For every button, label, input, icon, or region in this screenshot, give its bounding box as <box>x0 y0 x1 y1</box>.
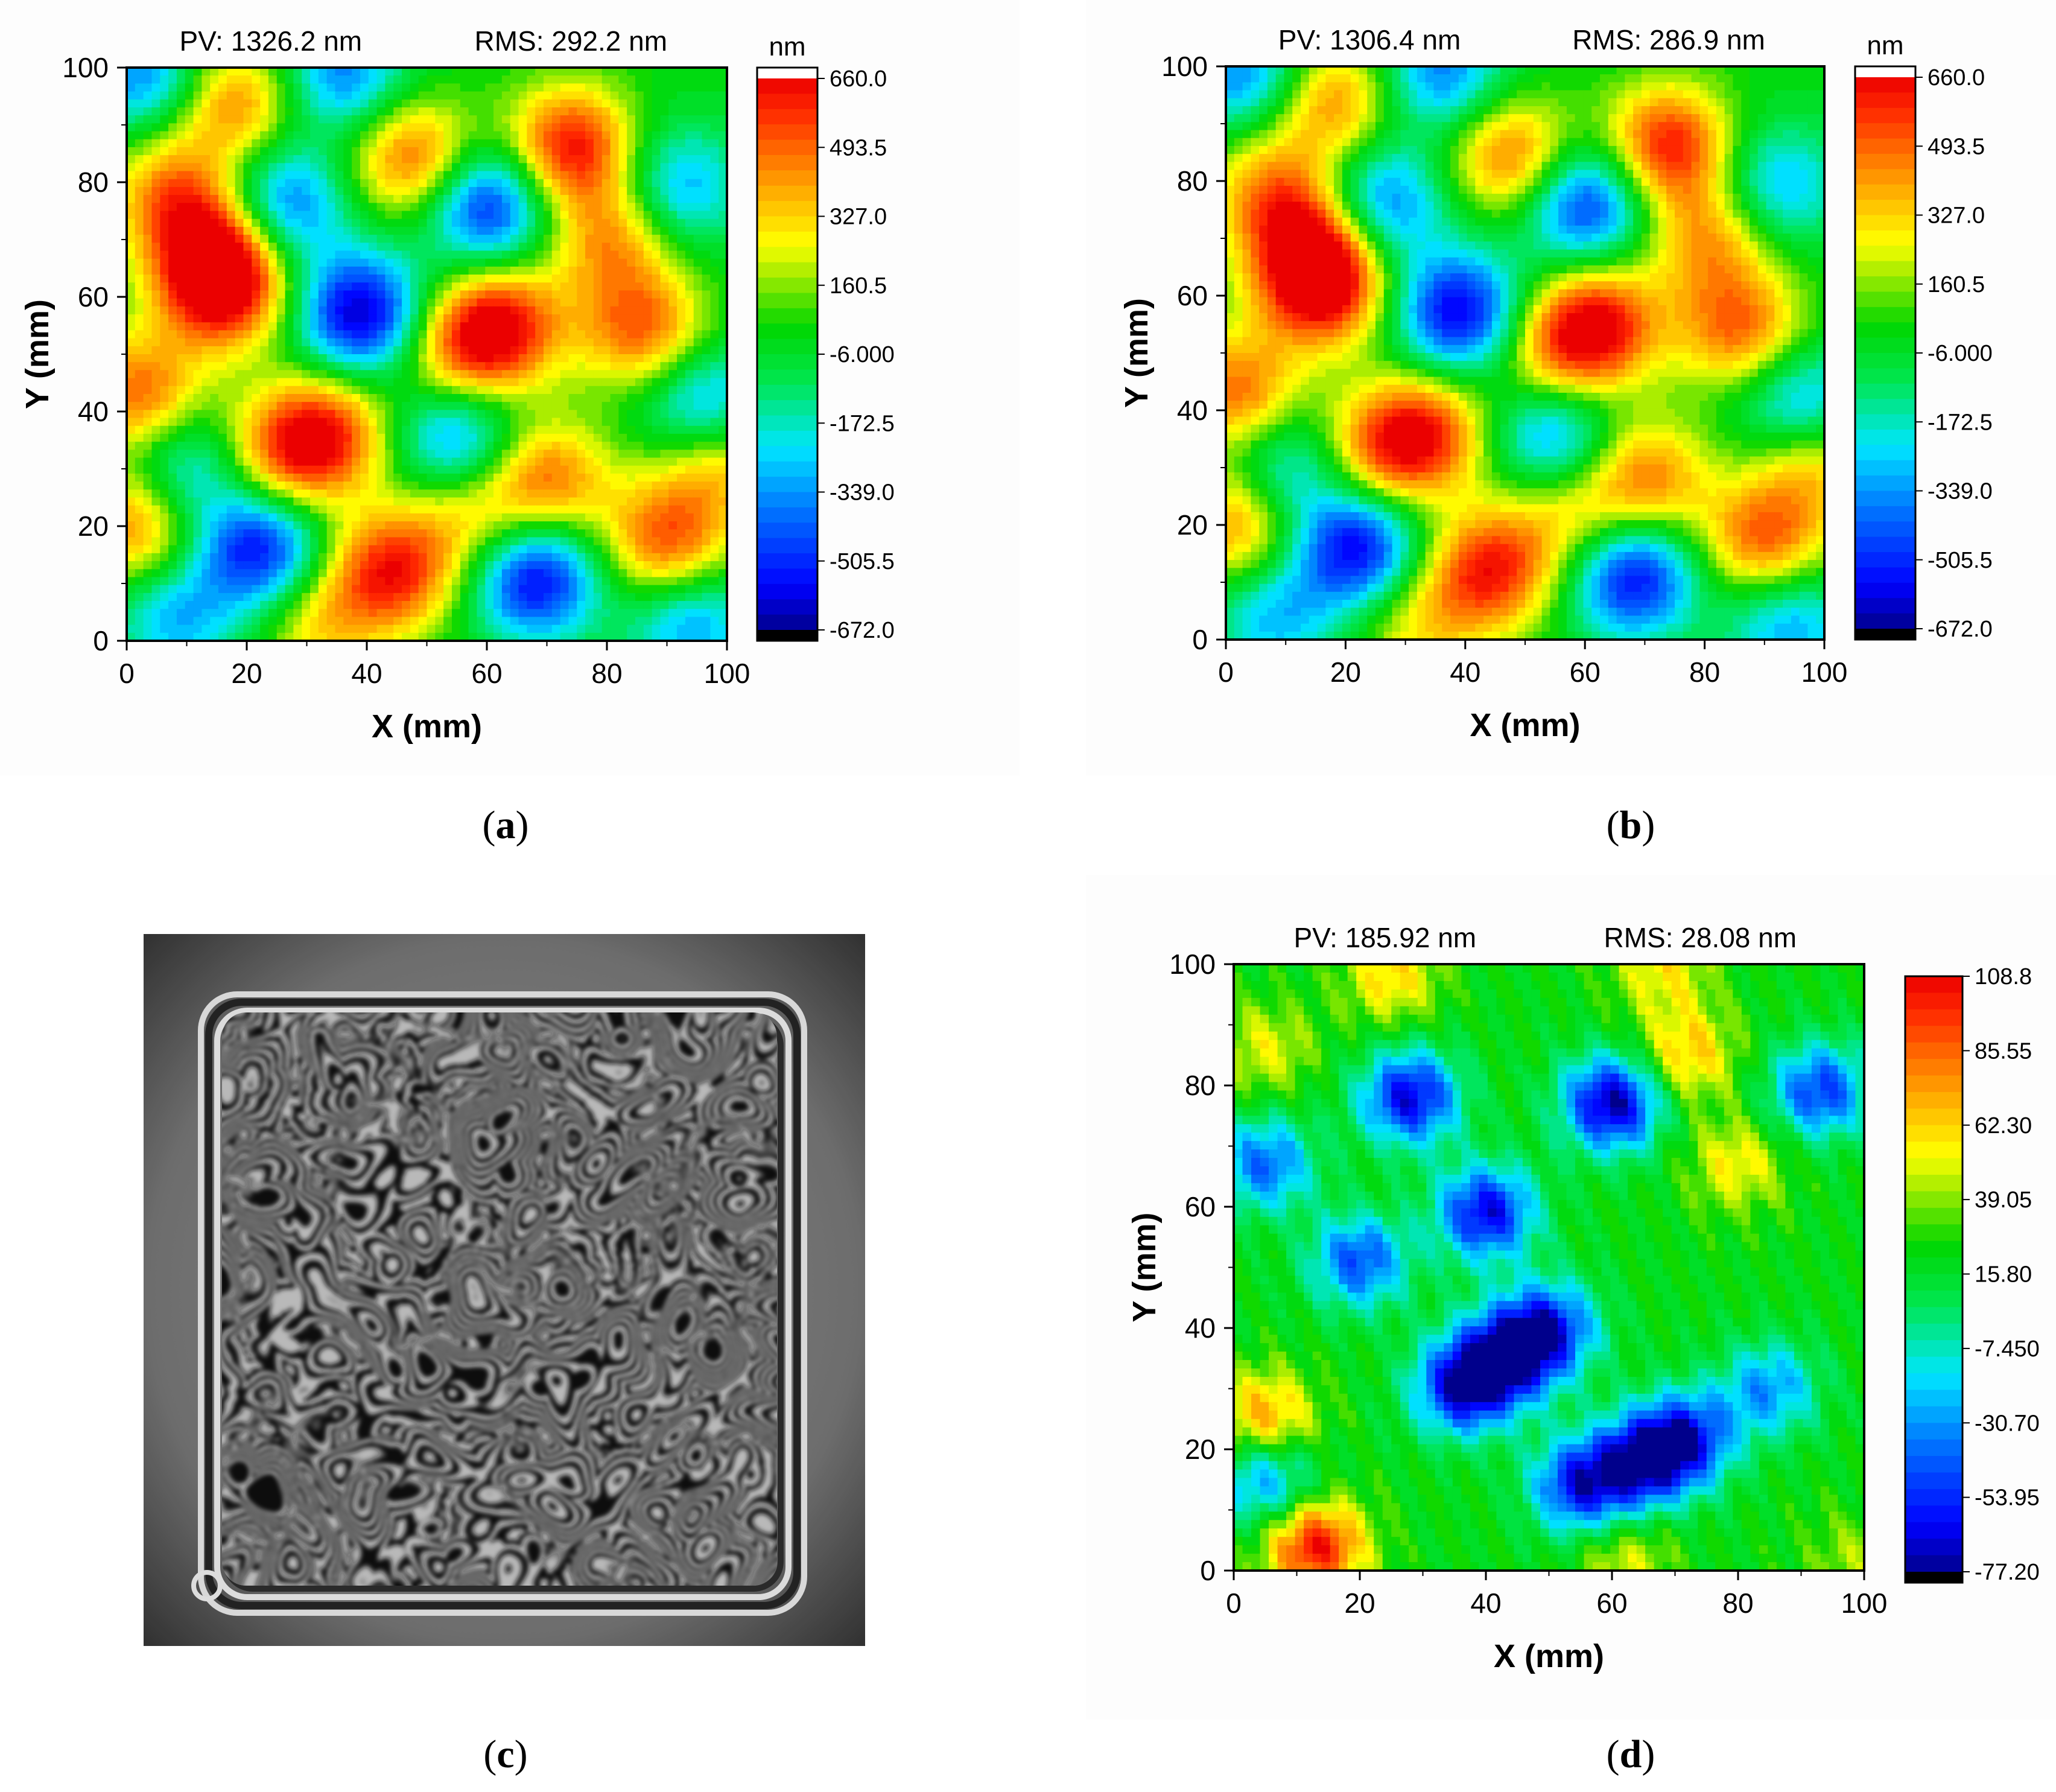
x-tick-label: 20 <box>1344 1587 1375 1619</box>
x-axis-label: X (mm) <box>372 708 482 745</box>
y-tick-label: 20 <box>78 510 109 542</box>
x-tick-label: 100 <box>1841 1587 1888 1619</box>
heatmap-cells <box>1226 66 1825 640</box>
heatmap-cells <box>1234 964 1865 1571</box>
colorbar: 660.0 493.5 327.0 160.5 -6.000 -172.5 -339.0 -5… <box>1854 31 1993 642</box>
colorbar-tick-label: 62.30 <box>1975 1113 2032 1139</box>
rms-title: RMS: 292.2 nm <box>475 25 668 57</box>
caption-b: (b) <box>1606 803 1655 847</box>
pv-title: PV: 185.92 nm <box>1294 922 1477 953</box>
colorbar-tick-label: -77.20 <box>1975 1560 2040 1585</box>
y-tick-label: 60 <box>1177 280 1208 311</box>
colorbar-tick-label: 39.05 <box>1975 1187 2032 1213</box>
x-tick-label: 100 <box>704 658 750 689</box>
y-tick-label: 60 <box>78 281 109 313</box>
colorbar-tick-label: 85.55 <box>1975 1038 2032 1064</box>
y-axis-label: Y (mm) <box>1118 298 1155 408</box>
chart-panel-b: 00 20 20 40 40 60 60 80 80 100 100 X (mm) Y (mm) PV: … <box>1118 24 1993 743</box>
x-tick-label: 40 <box>351 658 382 689</box>
x-tick-label: 40 <box>1450 656 1480 688</box>
colorbar-tick-label: -339.0 <box>1928 479 1993 504</box>
x-tick-label: 60 <box>1570 656 1601 688</box>
colorbar-tick-label: 660.0 <box>830 66 887 92</box>
x-tick-label: 40 <box>1470 1587 1501 1619</box>
x-tick-label: 80 <box>1689 656 1720 688</box>
colorbar-tick-label: 15.80 <box>1975 1262 2032 1288</box>
y-tick-label: 40 <box>78 396 109 427</box>
colorbar-tick-label: -172.5 <box>830 411 895 436</box>
x-tick-label: 100 <box>1801 656 1848 688</box>
heatmap-cells <box>127 68 728 641</box>
x-tick-label: 60 <box>471 658 502 689</box>
colorbar-tick-label: 160.5 <box>1928 272 1985 297</box>
x-tick-label: 20 <box>1330 656 1361 688</box>
colorbar-tick-label: -505.5 <box>1928 548 1993 573</box>
colorbar-tick-label: 327.0 <box>1928 203 1985 229</box>
colorbar-tick-label: -339.0 <box>830 480 895 506</box>
y-axis-label: Y (mm) <box>19 299 56 409</box>
colorbar-tick-label: -6.000 <box>1928 341 1993 366</box>
y-tick-label: 0 <box>1192 624 1208 655</box>
y-tick-label: 60 <box>1185 1191 1216 1222</box>
y-tick-label: 100 <box>1161 51 1208 82</box>
pv-title: PV: 1326.2 nm <box>180 25 363 57</box>
colorbar-unit: nm <box>769 32 805 62</box>
colorbar-tick-label: -53.95 <box>1975 1485 2040 1511</box>
y-tick-label: 20 <box>1185 1434 1216 1465</box>
colorbar-tick-label: -672.0 <box>1928 617 1993 642</box>
chart-panel-d: 00 20 20 40 40 60 60 80 80 100 100 X (mm) Y (mm) PV: … <box>1126 922 2040 1674</box>
x-tick-label: 0 <box>119 658 135 689</box>
colorbar: 660.0 493.5 327.0 160.5 -6.000 -172.5 -339.0 -5… <box>756 32 895 643</box>
colorbar-tick-label: -6.000 <box>830 342 895 367</box>
x-tick-label: 20 <box>231 658 262 689</box>
y-tick-label: 80 <box>78 167 109 198</box>
y-tick-label: 80 <box>1185 1070 1216 1101</box>
y-tick-label: 80 <box>1177 165 1208 197</box>
colorbar-tick-label: 160.5 <box>830 273 887 299</box>
x-tick-label: 80 <box>591 658 622 689</box>
y-tick-label: 0 <box>93 625 109 656</box>
pv-title: PV: 1306.4 nm <box>1278 24 1461 56</box>
colorbar-tick-label: -30.70 <box>1975 1411 2040 1436</box>
y-tick-label: 100 <box>1169 948 1216 980</box>
x-axis-label: X (mm) <box>1470 707 1580 743</box>
chart-panel-a: 00 20 20 40 40 60 60 80 80 100 100 X (mm) Y (mm) PV: … <box>19 25 895 745</box>
colorbar-tick-label: -172.5 <box>1928 410 1993 435</box>
colorbar-tick-label: 493.5 <box>1928 134 1985 159</box>
colorbar-unit: nm <box>1867 31 1903 60</box>
x-tick-label: 80 <box>1722 1587 1753 1619</box>
colorbar-tick-label: 660.0 <box>1928 65 1985 91</box>
colorbar-tick-label: -505.5 <box>830 549 895 574</box>
caption-a: (a) <box>482 803 529 847</box>
rms-title: RMS: 286.9 nm <box>1572 24 1765 56</box>
y-tick-label: 0 <box>1200 1555 1216 1586</box>
interferogram-image <box>144 934 865 1646</box>
y-tick-label: 40 <box>1185 1312 1216 1344</box>
colorbar-tick-label: -7.450 <box>1975 1336 2040 1362</box>
x-tick-label: 0 <box>1226 1587 1242 1619</box>
colorbar-tick-label: 493.5 <box>830 135 887 160</box>
x-axis-label: X (mm) <box>1494 1638 1604 1674</box>
colorbar-tick-label: -672.0 <box>830 618 895 643</box>
rms-title: RMS: 28.08 nm <box>1604 922 1797 953</box>
x-tick-label: 0 <box>1218 656 1234 688</box>
colorbar-tick-label: 108.8 <box>1975 964 2032 990</box>
y-tick-label: 40 <box>1177 395 1208 426</box>
colorbar: 108.8 85.55 62.30 39.05 15.80 -7.450 -30.70 -53… <box>1904 964 2040 1585</box>
y-tick-label: 100 <box>62 52 109 83</box>
y-tick-label: 20 <box>1177 509 1208 541</box>
y-axis-label: Y (mm) <box>1126 1212 1163 1322</box>
x-tick-label: 60 <box>1596 1587 1627 1619</box>
caption-d: (d) <box>1606 1732 1655 1776</box>
caption-c: (c) <box>483 1732 528 1776</box>
colorbar-tick-label: 327.0 <box>830 205 887 230</box>
